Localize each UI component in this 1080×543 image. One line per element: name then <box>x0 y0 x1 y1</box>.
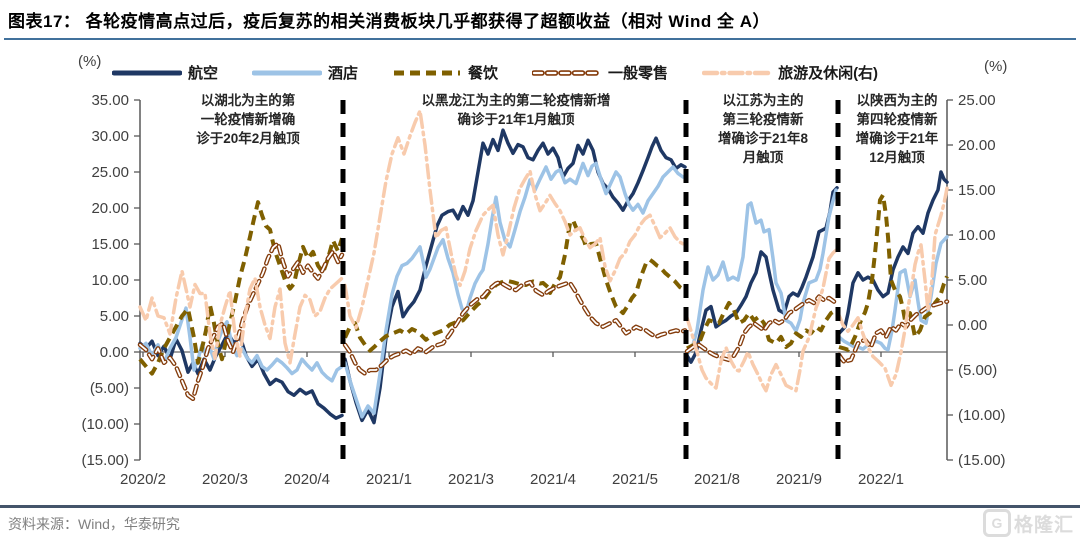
left-axis-tick-label: (15.00) <box>81 452 129 469</box>
legend-label-catering: 餐饮 <box>468 65 499 82</box>
x-axis-tick-label: 2020/4 <box>284 471 330 488</box>
gelonghui-watermark: G 格隆汇 <box>982 509 1074 537</box>
axes: 35.00 30.00 25.00 20.00 15.00 10.00 5.00 0.00 (5… <box>81 92 1005 488</box>
right-axis-tick-label: 5.00 <box>958 272 987 289</box>
right-axis-tick-label: (15.00) <box>958 452 1006 469</box>
chart-title: 图表17： 各轮疫情高点过后，疫后复苏的相关消费板块几乎都获得了超额收益（相对 … <box>8 12 770 31</box>
x-axis-tick-label: 2022/1 <box>858 471 904 488</box>
title-divider <box>4 38 1076 40</box>
legend-item-aviation: 航空 <box>112 62 218 83</box>
series-tourism-leisure <box>138 109 949 393</box>
legend-marker-catering <box>394 70 461 75</box>
footer-divider <box>0 505 1080 508</box>
right-axis-tick-label: 15.00 <box>958 182 996 199</box>
legend-marker-aviation <box>112 70 182 75</box>
legend-label-tourism-leisure: 旅游及休闲(右) <box>778 65 879 82</box>
wave-separators <box>340 100 841 460</box>
left-axis-tick-label: 15.00 <box>91 236 129 253</box>
legend-marker-hotel <box>252 70 323 75</box>
legend-item-general-retail: 一般零售 <box>532 62 668 83</box>
left-axis-tick-label: 20.00 <box>91 200 129 217</box>
legend-label-hotel: 酒店 <box>328 65 359 82</box>
series-hotel <box>138 161 949 419</box>
chart-legend: 航空 酒店 餐饮 一般零售 旅游及休闲(右) <box>112 62 878 83</box>
right-axis-tick-label: 20.00 <box>958 137 996 154</box>
gelonghui-logo-icon: G <box>982 509 1011 537</box>
left-axis-tick-label: 30.00 <box>91 128 129 145</box>
gelonghui-logo-text: 格隆汇 <box>1013 514 1074 536</box>
left-axis-tick-label: (10.00) <box>81 416 129 433</box>
right-axis-unit-label: (%) <box>984 58 1008 75</box>
right-axis-tick-label: 0.00 <box>958 317 987 334</box>
x-axis-tick-label: 2020/3 <box>202 471 248 488</box>
left-axis-tick-label: 5.00 <box>100 308 129 325</box>
legend-item-catering: 餐饮 <box>392 62 498 83</box>
x-axis-tick-label: 2021/4 <box>530 471 576 488</box>
right-axis-tick-label: (10.00) <box>958 407 1006 424</box>
legend-label-general-retail: 一般零售 <box>608 65 669 82</box>
left-axis-tick-label: 25.00 <box>91 164 129 181</box>
legend-item-hotel: 酒店 <box>252 62 358 83</box>
right-axis-tick-label: 25.00 <box>958 92 996 109</box>
legend-label-aviation: 航空 <box>188 65 219 82</box>
x-axis-tick-label: 2021/3 <box>448 471 494 488</box>
x-axis-tick-label: 2020/2 <box>120 471 166 488</box>
left-axis-tick-label: 35.00 <box>91 92 129 109</box>
left-axis-tick-label: 10.00 <box>91 272 129 289</box>
x-axis-tick-label: 2021/5 <box>612 471 658 488</box>
x-axis-tick-label: 2021/8 <box>694 471 740 488</box>
right-axis-tick-label: 10.00 <box>958 227 996 244</box>
x-axis-tick-label: 2021/1 <box>366 471 412 488</box>
legend-marker-general-retail <box>532 69 603 76</box>
source-note: 资料来源：Wind，华泰研究 <box>8 516 180 532</box>
legend-item-tourism-leisure: 旅游及休闲(右) <box>702 62 878 83</box>
right-axis-tick-label: (5.00) <box>958 362 997 379</box>
left-axis-unit-label: (%) <box>78 53 102 70</box>
x-axis-tick-label: 2021/9 <box>776 471 822 488</box>
left-axis-tick-label: 0.00 <box>100 344 129 361</box>
left-axis-tick-label: (5.00) <box>90 380 129 397</box>
legend-marker-tourism-leisure <box>702 70 773 75</box>
